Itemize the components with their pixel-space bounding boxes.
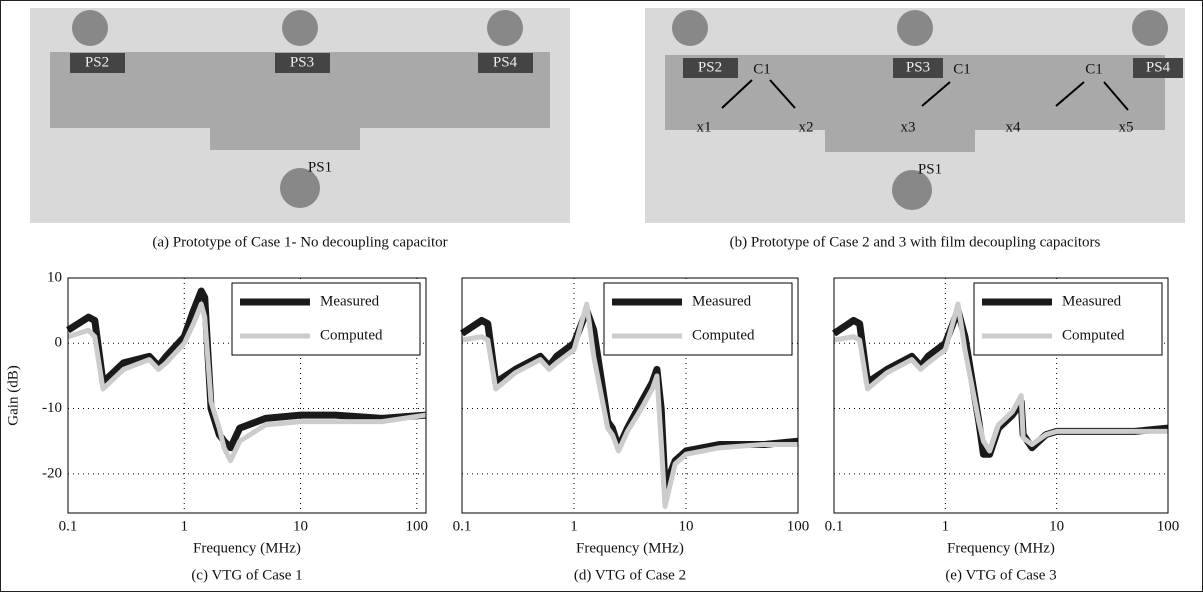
- chart-caption: (c) VTG of Case 1: [191, 567, 302, 583]
- x-axis-label: Frequency (MHz): [193, 540, 301, 556]
- connector: [897, 10, 933, 46]
- series-line: [67, 301, 427, 464]
- connector: [487, 10, 523, 46]
- arrow: [721, 79, 753, 109]
- y-tick-label: -10: [42, 400, 62, 416]
- series-line: [461, 301, 798, 509]
- connector: [72, 10, 108, 46]
- x-tick-label: 10: [1049, 518, 1064, 534]
- y-tick-label: -20: [42, 465, 62, 481]
- label: x5: [1119, 119, 1134, 135]
- legend-label: Computed: [692, 327, 755, 343]
- photo-a: PS2 PS3 PS4 PS1 (a) Prototype of Case 1-…: [30, 8, 570, 250]
- label: x4: [1006, 119, 1022, 135]
- chart-caption: (e) VTG of Case 3: [945, 567, 1056, 583]
- label: C1: [753, 61, 771, 77]
- x-tick-label: 1: [570, 518, 578, 534]
- legend-label: Measured: [320, 293, 380, 309]
- label: C1: [1085, 61, 1103, 77]
- x-tick-label: 100: [787, 518, 810, 534]
- label: x2: [799, 119, 814, 135]
- legend-box: [231, 282, 421, 356]
- tag: [478, 53, 533, 73]
- axes-frame: [833, 277, 1169, 514]
- axes-frame: [67, 277, 427, 514]
- y-tick-label: 0: [55, 335, 63, 351]
- label: PS3: [906, 59, 930, 75]
- x-tick-label: 100: [1157, 518, 1180, 534]
- x-tick-label: 0.1: [59, 518, 78, 534]
- x-tick-label: 1: [181, 518, 189, 534]
- plane: [665, 55, 1165, 152]
- legend-box: [973, 282, 1163, 356]
- tag: [1133, 58, 1183, 78]
- tag: [70, 53, 125, 73]
- plane: [50, 52, 550, 150]
- legend-label: Measured: [1062, 293, 1122, 309]
- label: PS1: [308, 159, 332, 175]
- legend-label: Computed: [1062, 327, 1125, 343]
- x-axis-label: Frequency (MHz): [576, 540, 684, 556]
- label: x1: [697, 119, 712, 135]
- x-tick-label: 10: [293, 518, 308, 534]
- label: PS3: [290, 54, 314, 70]
- chart-caption: (d) VTG of Case 2: [574, 567, 686, 583]
- connector: [672, 10, 708, 46]
- x-tick-label: 100: [406, 518, 429, 534]
- arrows: [721, 79, 1129, 111]
- legend-box: [603, 282, 793, 356]
- arrow: [921, 81, 951, 107]
- photo-b: PS2 PS3 PS4 PS1 C1 C1 C1 x1 x2 x3 x4 x5 …: [645, 8, 1185, 250]
- label: PS2: [698, 59, 722, 75]
- arrow: [769, 79, 796, 109]
- label: PS2: [85, 54, 109, 70]
- label: C1: [953, 61, 971, 77]
- axes-frame: [461, 277, 799, 514]
- label: x3: [901, 119, 916, 135]
- tag: [275, 53, 330, 73]
- label: PS4: [1146, 59, 1171, 75]
- x-tick-label: 10: [679, 518, 694, 534]
- connector: [892, 170, 932, 210]
- series-line: [66, 287, 427, 452]
- caption: (a) Prototype of Case 1- No decoupling c…: [152, 234, 447, 250]
- label: PS4: [493, 54, 518, 70]
- legend-label: Computed: [320, 327, 383, 343]
- arrow: [1055, 81, 1085, 107]
- y-tick-label: 10: [47, 269, 62, 285]
- connector: [1132, 10, 1168, 46]
- label: PS1: [918, 161, 942, 177]
- connector: [280, 168, 320, 208]
- x-tick-label: 1: [942, 518, 950, 534]
- legend-label: Measured: [692, 293, 752, 309]
- tag: [893, 58, 943, 78]
- y-axis-label: Gain (dB): [5, 365, 21, 425]
- x-axis-label: Frequency (MHz): [947, 540, 1055, 556]
- tag: [683, 58, 738, 78]
- x-tick-label: 0.1: [453, 518, 472, 534]
- series-line: [833, 301, 1168, 454]
- connector: [282, 10, 318, 46]
- caption: (b) Prototype of Case 2 and 3 with film …: [730, 234, 1101, 250]
- x-tick-label: 0.1: [825, 518, 844, 534]
- arrow: [1103, 81, 1129, 111]
